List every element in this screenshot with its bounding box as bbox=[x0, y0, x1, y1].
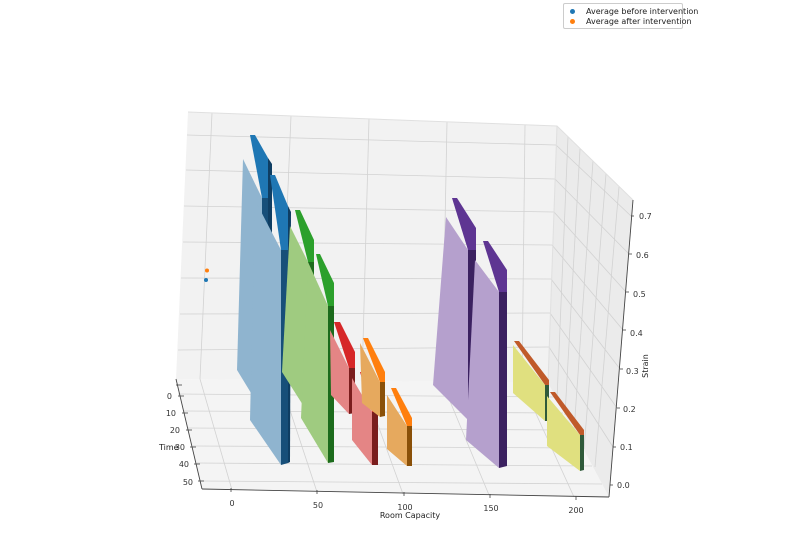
svg-text:0: 0 bbox=[229, 499, 234, 508]
bar-group-purple bbox=[433, 198, 507, 468]
svg-text:0.6: 0.6 bbox=[636, 251, 649, 260]
svg-text:100: 100 bbox=[397, 503, 412, 512]
svg-text:30: 30 bbox=[175, 443, 185, 452]
legend: Average before intervention Average afte… bbox=[563, 3, 698, 29]
svg-text:150: 150 bbox=[483, 504, 498, 513]
y-tick-labels: 0 10 20 30 40 50 bbox=[166, 392, 193, 487]
svg-text:0.7: 0.7 bbox=[639, 212, 652, 221]
svg-text:0.5: 0.5 bbox=[633, 290, 646, 299]
svg-text:0.2: 0.2 bbox=[623, 405, 636, 414]
legend-item-before: Average before intervention bbox=[570, 7, 698, 16]
bar-group-yellow bbox=[513, 341, 584, 471]
legend-marker-after-icon bbox=[570, 19, 575, 24]
z-tick-labels: 0.7 0.6 0.5 0.4 0.3 0.2 0.1 0.0 bbox=[617, 212, 652, 490]
legend-label-after: Average after intervention bbox=[586, 17, 692, 26]
right-grid bbox=[548, 136, 632, 468]
svg-text:200: 200 bbox=[568, 506, 583, 515]
bar-group-green bbox=[282, 210, 334, 463]
svg-text:20: 20 bbox=[170, 426, 180, 435]
axis-lines bbox=[175, 199, 634, 498]
svg-text:50: 50 bbox=[313, 501, 323, 510]
bar-group-orange bbox=[360, 338, 412, 466]
scatter-after bbox=[205, 268, 209, 273]
z-axis-label: Strain bbox=[641, 354, 650, 378]
y-axis-label: Time bbox=[158, 443, 179, 452]
svg-text:40: 40 bbox=[179, 460, 189, 469]
svg-text:10: 10 bbox=[166, 409, 176, 418]
right-pane bbox=[548, 126, 633, 497]
z-axis-line bbox=[608, 199, 634, 498]
svg-text:0: 0 bbox=[167, 392, 172, 401]
svg-text:50: 50 bbox=[183, 478, 193, 487]
svg-text:0.4: 0.4 bbox=[630, 329, 643, 338]
bar-group-blue bbox=[237, 135, 291, 465]
svg-text:0.1: 0.1 bbox=[620, 443, 633, 452]
x-axis-line bbox=[201, 488, 610, 498]
legend-marker-before-icon bbox=[570, 9, 575, 14]
x-axis-label: Room Capacity bbox=[380, 511, 441, 520]
y-axis-line bbox=[175, 378, 203, 490]
y-ticks bbox=[176, 384, 204, 482]
pane-edges bbox=[187, 111, 634, 384]
scatter-before bbox=[204, 278, 208, 282]
legend-label-before: Average before intervention bbox=[586, 7, 699, 16]
legend-item-after: Average after intervention bbox=[570, 17, 692, 26]
svg-text:0.3: 0.3 bbox=[626, 367, 639, 376]
x-tick-labels: 0 50 100 150 200 bbox=[229, 499, 583, 515]
z-ticks bbox=[610, 215, 634, 486]
x-ticks bbox=[230, 488, 577, 500]
svg-text:0.0: 0.0 bbox=[617, 481, 630, 490]
